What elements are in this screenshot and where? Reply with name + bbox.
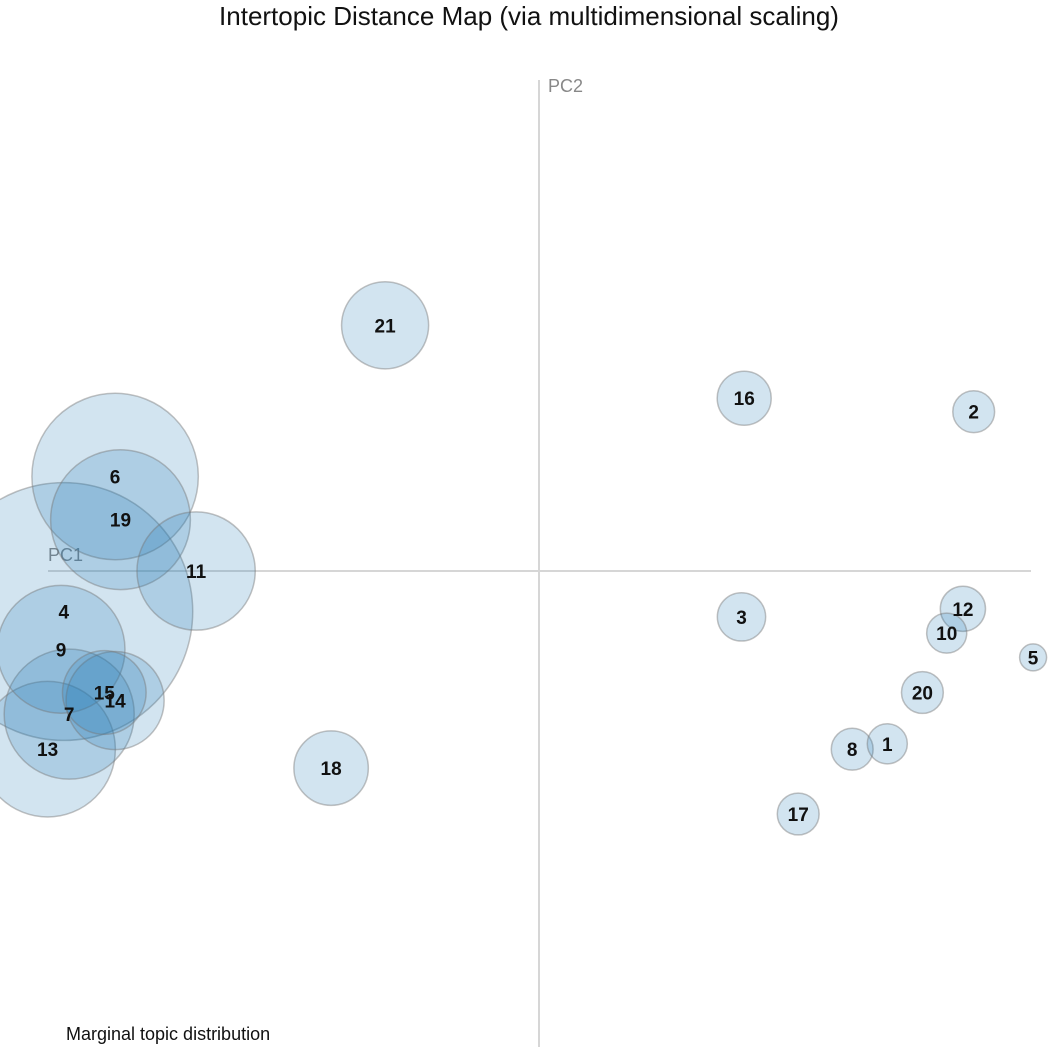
topic-bubble-7[interactable] xyxy=(3,648,135,780)
topic-bubble-5[interactable] xyxy=(1018,643,1048,672)
topic-bubble-3[interactable] xyxy=(716,592,767,642)
topic-label-7: 7 xyxy=(64,705,75,726)
topic-label-10: 10 xyxy=(936,624,957,645)
topic-label-17: 17 xyxy=(788,805,809,826)
topic-bubble-18[interactable] xyxy=(293,730,370,807)
topic-bubble-15[interactable] xyxy=(61,649,147,736)
topic-bubble-11[interactable] xyxy=(136,511,257,631)
topic-label-3: 3 xyxy=(736,608,747,629)
topic-label-9: 9 xyxy=(56,640,67,661)
marginal-distribution-label: Marginal topic distribution xyxy=(66,1024,271,1044)
topic-bubble-12[interactable] xyxy=(939,585,987,633)
topic-bubble-14[interactable] xyxy=(65,650,165,751)
topic-label-12: 12 xyxy=(952,600,973,621)
topic-label-1: 1 xyxy=(882,735,893,756)
topic-bubble-4[interactable] xyxy=(0,481,194,742)
topic-label-6: 6 xyxy=(110,468,121,489)
topic-label-2: 2 xyxy=(968,403,979,424)
topic-label-11: 11 xyxy=(186,562,207,583)
chart-title: Intertopic Distance Map (via multidimens… xyxy=(219,1,839,31)
topic-bubble-21[interactable] xyxy=(340,281,430,370)
topic-label-21: 21 xyxy=(375,316,397,337)
topic-bubble-17[interactable] xyxy=(776,792,820,836)
topic-label-4: 4 xyxy=(59,603,70,624)
topic-bubble-8[interactable] xyxy=(830,727,874,771)
topic-bubble-13[interactable] xyxy=(0,680,117,818)
topic-label-15: 15 xyxy=(94,684,116,705)
topic-label-8: 8 xyxy=(847,740,858,761)
topic-bubble-1[interactable] xyxy=(866,723,909,765)
topic-label-18: 18 xyxy=(321,759,342,780)
topic-bubble-9[interactable] xyxy=(0,584,126,714)
topic-bubble-16[interactable] xyxy=(716,370,772,426)
topic-bubble-10[interactable] xyxy=(925,612,968,654)
topic-label-20: 20 xyxy=(912,684,933,705)
topic-label-13: 13 xyxy=(37,740,58,761)
pc2-axis-label: PC2 xyxy=(548,76,583,96)
pc1-axis-label: PC1 xyxy=(48,545,83,565)
topic-bubble-2[interactable] xyxy=(952,390,996,434)
topic-bubble-19[interactable] xyxy=(49,449,192,591)
topic-bubble-20[interactable] xyxy=(900,670,945,715)
topic-label-16: 16 xyxy=(734,389,755,410)
topic-label-5: 5 xyxy=(1028,648,1039,669)
topic-label-19: 19 xyxy=(110,511,131,532)
topic-bubble-6[interactable] xyxy=(31,392,200,561)
topic-label-14: 14 xyxy=(105,692,127,713)
